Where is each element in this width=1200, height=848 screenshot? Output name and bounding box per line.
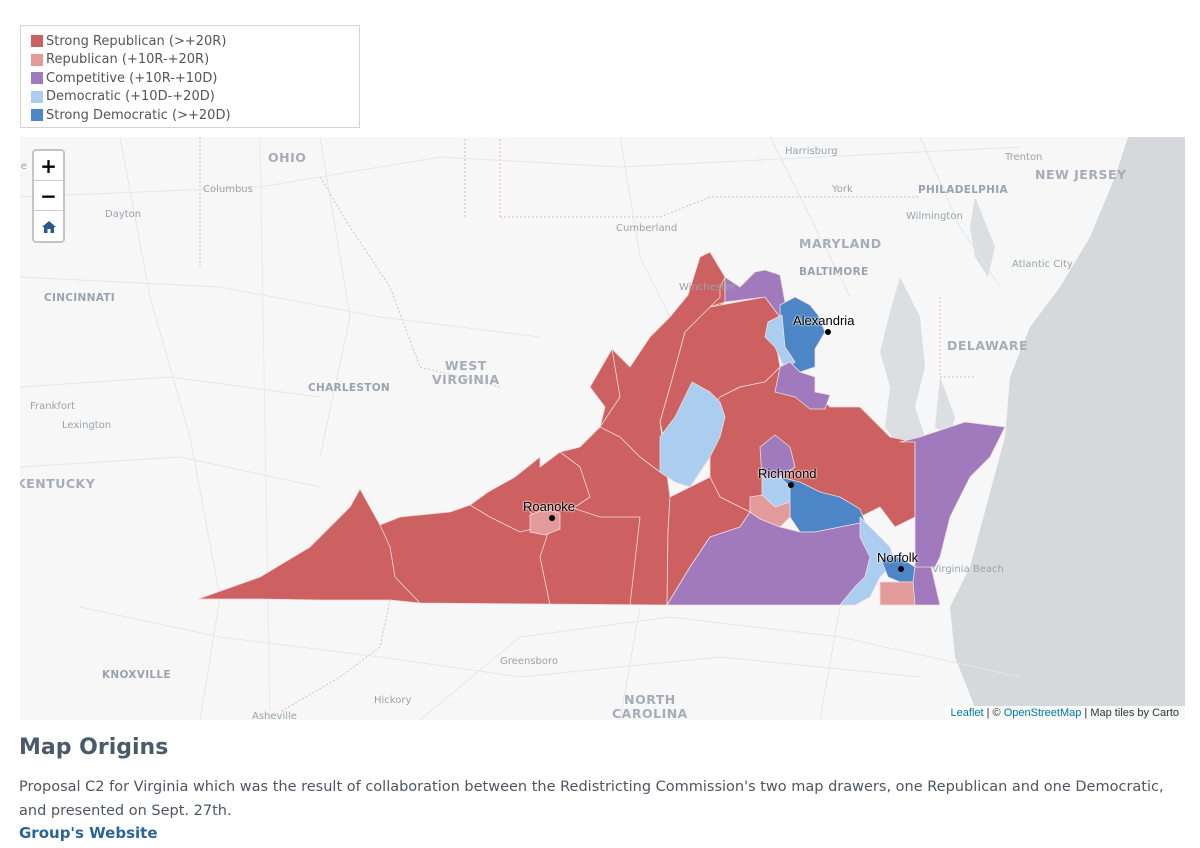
map-label-columbus: Columbus: [203, 184, 253, 195]
zoom-in-button[interactable]: +: [34, 151, 63, 181]
origins-description: Proposal C2 for Virginia which was the r…: [19, 779, 1164, 819]
basemap-and-districts: [20, 137, 1185, 720]
legend-swatch: [31, 72, 43, 85]
map-label-delaware: DELAWARE: [947, 338, 1029, 353]
map-label-carolina: CAROLINA: [612, 706, 688, 720]
map-legend: Strong Republican (>+20R) Republican (+1…: [20, 25, 360, 128]
map-label-winchester: Winchester: [679, 282, 736, 293]
legend-swatch: [31, 35, 43, 48]
map-label-maryland: MARYLAND: [799, 236, 882, 251]
map-label-virginia-state: VIRGINIA: [432, 372, 500, 388]
legend-swatch: [31, 90, 43, 103]
legend-item-strong-republican: Strong Republican (>+20R): [31, 32, 349, 51]
city-dot-alexandria[interactable]: [825, 329, 831, 335]
map-label-north-carolina: NORTH CAROLINA: [612, 692, 688, 720]
legend-label: Republican (+10R-+20R): [46, 52, 210, 68]
legend-item-republican: Republican (+10R-+20R): [31, 51, 349, 70]
map-label-new-jersey: NEW JERSEY: [1035, 167, 1127, 182]
legend-label: Strong Democratic (>+20D): [46, 107, 231, 123]
map-label-ohio: OHIO: [268, 150, 307, 165]
section-title: Map Origins: [19, 735, 169, 760]
map-label-hickory: Hickory: [374, 695, 412, 706]
city-label-roanoke: Roanoke: [523, 499, 576, 514]
legend-label: Democratic (+10D-+20D): [46, 89, 215, 105]
city-label-alexandria: Alexandria: [793, 313, 855, 328]
openstreetmap-link[interactable]: OpenStreetMap: [1003, 707, 1082, 719]
legend-item-competitive: Competitive (+10R-+10D): [31, 69, 349, 88]
map-label-charleston: CHARLESTON: [308, 382, 391, 394]
home-button[interactable]: [34, 211, 63, 241]
group-website-link[interactable]: Group's Website: [19, 824, 158, 842]
map-label-frankfort: Frankfort: [30, 401, 76, 412]
city-dot-richmond[interactable]: [788, 482, 794, 488]
attribution-tiles: | Map tiles by Carto: [1081, 707, 1179, 719]
map-label-greensboro: Greensboro: [500, 656, 558, 667]
legend-label: Strong Republican (>+20R): [46, 33, 227, 49]
leaflet-link[interactable]: Leaflet: [950, 707, 984, 719]
map-label-philadelphia: PHILADELPHIA: [918, 184, 1008, 196]
city-dot-norfolk[interactable]: [898, 566, 904, 572]
zoom-control: + −: [32, 149, 65, 243]
map-label-wilmington: Wilmington: [906, 211, 963, 222]
atlantic-ocean: [950, 137, 1185, 720]
map-label-cincinnati: CINCINNATI: [44, 292, 115, 304]
zoom-out-button[interactable]: −: [34, 181, 63, 211]
map-label-west-virginia: WEST VIRGINIA: [432, 358, 500, 388]
map-label-kentucky: KENTUCKY: [20, 476, 96, 491]
legend-swatch: [31, 53, 43, 66]
map-label-york: York: [832, 184, 853, 195]
map-label-west: WEST: [444, 358, 487, 373]
map-label-harrisburg: Harrisburg: [785, 146, 838, 157]
home-icon: [41, 221, 56, 233]
map-label-baltimore: BALTIMORE: [799, 266, 869, 278]
city-label-norfolk: Norfolk: [877, 550, 919, 565]
legend-item-democratic: Democratic (+10D-+20D): [31, 88, 349, 107]
map-label-dayton: Dayton: [105, 209, 142, 220]
map-label-atlantic-city: Atlantic City: [1012, 259, 1073, 270]
map-label-lexington: Lexington: [62, 420, 112, 431]
map-attribution: Leaflet | © OpenStreetMap | Map tiles by…: [944, 706, 1185, 720]
map-label-trenton: Trenton: [1005, 152, 1043, 163]
legend-label: Competitive (+10R-+10D): [46, 70, 218, 86]
map-label-knoxville: KNOXVILLE: [102, 669, 171, 681]
map-label-asheville: Asheville: [252, 711, 297, 720]
map-label-partial: ie: [20, 161, 27, 172]
map-label-virginia-beach: Virginia Beach: [932, 564, 1004, 575]
map-canvas[interactable]: ie OHIO Columbus Dayton CINCINNATI Frank…: [20, 137, 1185, 720]
legend-item-strong-democratic: Strong Democratic (>+20D): [31, 106, 349, 125]
attribution-separator: | ©: [983, 707, 1004, 719]
city-label-richmond: Richmond: [758, 466, 817, 481]
map-label-cumberland: Cumberland: [616, 223, 678, 234]
map-label-north: NORTH: [624, 692, 676, 707]
city-dot-roanoke[interactable]: [549, 515, 555, 521]
legend-swatch: [31, 109, 43, 122]
